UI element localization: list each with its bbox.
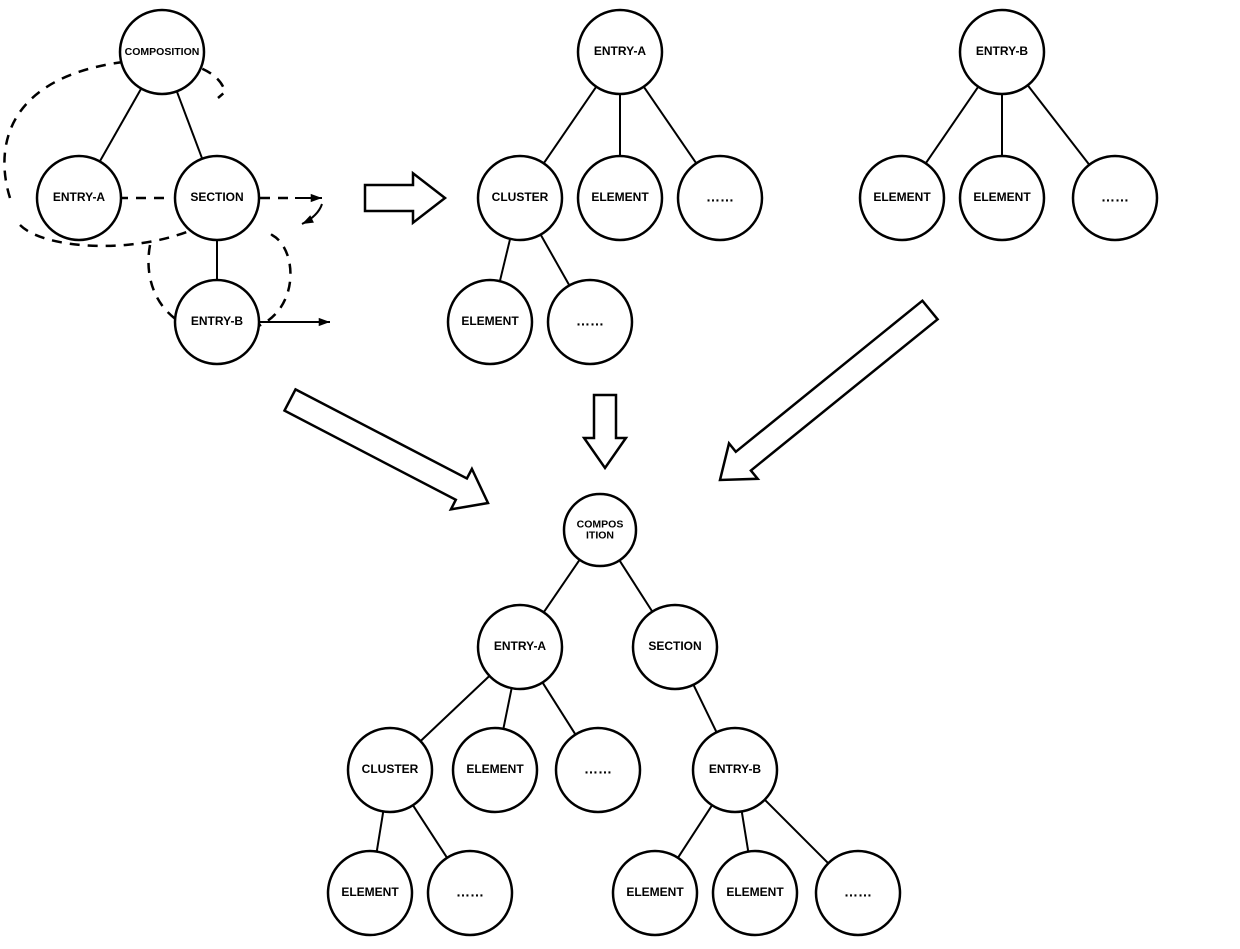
node-tr_elem2: ELEMENT: [960, 156, 1044, 240]
node-label: ENTRY-A: [53, 190, 106, 204]
node-label: CLUSTER: [362, 762, 419, 776]
diagram-svg: COMPOSITION ENTRY-A SECTION ENTRY-B ENTRY-A C…: [0, 0, 1240, 949]
node-b_cl_elem: ELEMENT: [328, 851, 412, 935]
node-b_section: SECTION: [633, 605, 717, 689]
nodes: COMPOSITION ENTRY-A SECTION ENTRY-B ENTRY-A C…: [37, 10, 1157, 935]
node-label: ELEMENT: [626, 885, 684, 899]
node-label: ENTRY-B: [191, 314, 244, 328]
tree-edge: [926, 87, 979, 164]
node-label: ELEMENT: [726, 885, 784, 899]
node-tm_element: ELEMENT: [578, 156, 662, 240]
node-label: ……: [1101, 189, 1129, 205]
tree-edge: [678, 805, 712, 858]
node-label: ENTRY-B: [976, 44, 1029, 58]
block-arrow-icon: [365, 173, 445, 222]
tree-edge: [544, 560, 580, 613]
node-tl_entryB: ENTRY-B: [175, 280, 259, 364]
node-b_eA_elem: ELEMENT: [453, 728, 537, 812]
node-b_eB_dots: ……: [816, 851, 900, 935]
tree-edge: [377, 811, 384, 851]
tree-edge: [100, 89, 141, 162]
node-label: ELEMENT: [973, 190, 1031, 204]
node-label: ENTRY-A: [494, 639, 547, 653]
node-b_entryB: ENTRY-B: [693, 728, 777, 812]
tree-edge: [693, 685, 716, 733]
tree-edge: [413, 805, 447, 858]
node-label: SECTION: [648, 639, 701, 653]
node-label: ENTRY-B: [709, 762, 762, 776]
node-label: ELEMENT: [873, 190, 931, 204]
node-tm_dots: ……: [678, 156, 762, 240]
node-tr_entryB: ENTRY-B: [960, 10, 1044, 94]
tree-edge: [503, 688, 511, 729]
node-label: ……: [706, 189, 734, 205]
node-tm_entryA: ENTRY-A: [578, 10, 662, 94]
node-label: ……: [584, 761, 612, 777]
node-b_entryA: ENTRY-A: [478, 605, 562, 689]
node-tm_c_dots: ……: [548, 280, 632, 364]
node-label: ELEMENT: [591, 190, 649, 204]
node-tl_entryA: ENTRY-A: [37, 156, 121, 240]
node-label: ……: [576, 313, 604, 329]
node-label: COMPOSITION: [125, 46, 200, 58]
node-tr_dots: ……: [1073, 156, 1157, 240]
tree-edge: [544, 87, 597, 164]
node-label: ELEMENT: [461, 314, 519, 328]
block-arrow-icon: [584, 395, 626, 468]
node-b_eB_elem2: ELEMENT: [713, 851, 797, 935]
node-tm_cluster: CLUSTER: [478, 156, 562, 240]
tree-edge: [765, 800, 829, 864]
tree-edge: [1028, 85, 1090, 165]
node-label: ELEMENT: [341, 885, 399, 899]
node-tl_comp: COMPOSITION: [120, 10, 204, 94]
solid-arrows: [260, 194, 330, 326]
tree-edge: [541, 235, 570, 286]
tree-edge: [644, 87, 697, 164]
tree-edge: [742, 811, 749, 851]
arrow-head-icon: [319, 318, 330, 326]
node-label: ……: [844, 884, 872, 900]
node-b_eA_dots: ……: [556, 728, 640, 812]
block-arrow-icon: [285, 389, 489, 509]
node-label: ELEMENT: [466, 762, 524, 776]
node-label: SECTION: [190, 190, 243, 204]
tree-edge: [619, 560, 652, 611]
node-tr_elem1: ELEMENT: [860, 156, 944, 240]
tree-edge: [500, 239, 510, 281]
node-tm_c_elem: ELEMENT: [448, 280, 532, 364]
arrow-head-icon: [311, 194, 322, 202]
node-label: ……: [456, 884, 484, 900]
node-label: ENTRY-A: [594, 44, 647, 58]
tree-edge: [177, 91, 202, 158]
node-b_cluster: CLUSTER: [348, 728, 432, 812]
node-b_cl_dots: ……: [428, 851, 512, 935]
tree-edge: [542, 682, 575, 734]
node-label: CLUSTER: [492, 190, 549, 204]
block-arrow-icon: [720, 301, 938, 480]
node-b_eB_elem1: ELEMENT: [613, 851, 697, 935]
node-tl_section: SECTION: [175, 156, 259, 240]
node-b_comp: COMPOSITION: [564, 494, 636, 566]
